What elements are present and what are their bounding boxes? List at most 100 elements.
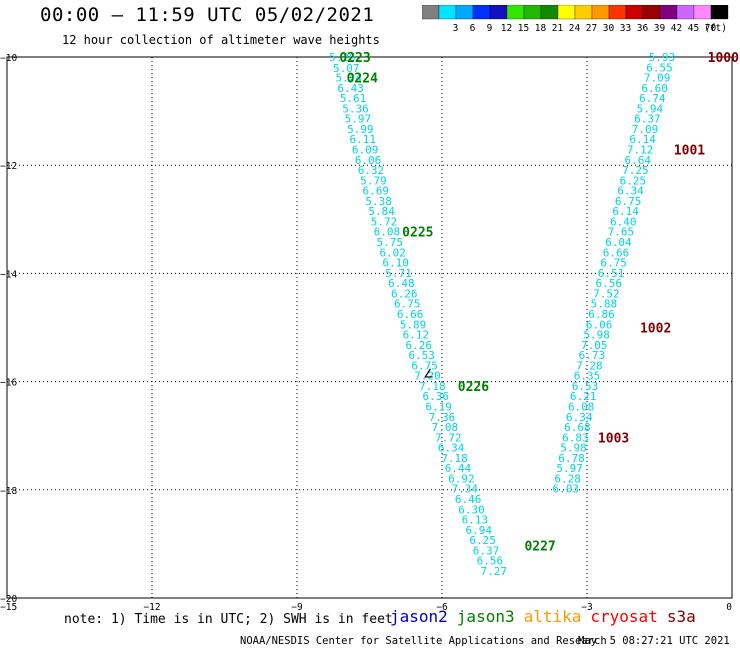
- wave-height-value: 5.61: [340, 92, 367, 105]
- pass-time-label: 0224: [347, 72, 378, 87]
- wave-height-value: 6.64: [625, 154, 652, 167]
- wave-height-value: 7.09: [644, 72, 671, 85]
- y-tick-label: −16: [0, 378, 17, 389]
- wave-height-value: 6.14: [612, 205, 639, 218]
- wave-height-value: 7.05: [581, 339, 608, 352]
- wave-height-value: 6.06: [586, 318, 613, 331]
- wave-height-value: 6.75: [615, 195, 642, 208]
- wave-height-value: 7.18: [441, 452, 468, 465]
- wave-height-value: 5.38: [365, 195, 392, 208]
- wave-height-value: 6.56: [477, 555, 504, 568]
- wave-height-value: 5.89: [400, 318, 427, 331]
- wave-height-value: 6.48: [388, 277, 415, 290]
- wave-height-value: 7.25: [622, 164, 649, 177]
- wave-height-value: 6.37: [634, 113, 661, 126]
- wave-height-value: 6.66: [603, 246, 630, 259]
- wave-height-value: 6.03: [552, 483, 579, 496]
- wave-height-value: 5.84: [368, 205, 395, 218]
- wave-height-value: 7.52: [593, 287, 620, 300]
- wave-height-value: 5.98: [560, 442, 587, 455]
- y-tick-label: −14: [0, 269, 17, 280]
- wave-height-value: 5.72: [371, 215, 398, 228]
- wave-height-value: 7.20: [414, 370, 441, 383]
- wave-height-value: 6.25: [620, 174, 647, 187]
- x-tick-label: −3: [581, 602, 592, 613]
- wave-height-value: 7.65: [608, 226, 635, 239]
- wave-height-value: 5.07: [333, 62, 360, 75]
- legend-cryosat: cryosat: [590, 607, 658, 626]
- wave-height-value: 6.35: [574, 370, 601, 383]
- wave-height-value: 6.73: [579, 349, 606, 362]
- wave-height-value: 6.26: [391, 287, 418, 300]
- colorbar-label: 6: [470, 23, 476, 34]
- wave-height-value: 6.78: [558, 452, 585, 465]
- plot-frame: [6, 56, 733, 599]
- wave-height-value: 6.92: [448, 472, 475, 485]
- pass-time-label: 1002: [640, 322, 671, 337]
- wave-height-value: 6.86: [588, 308, 615, 321]
- colorbar-label: 30: [603, 23, 615, 34]
- wave-height-value: 7.18: [419, 380, 446, 393]
- generation-timestamp: May 5 08:27:21 UTC 2021: [578, 635, 730, 647]
- wave-height-value: 6.32: [358, 164, 385, 177]
- track-start-marker: ∠: [423, 366, 434, 380]
- wave-height-value: 6.56: [596, 277, 623, 290]
- wave-height-value: 6.46: [455, 493, 482, 506]
- wave-height-value: 7.72: [435, 431, 462, 444]
- wave-height-value: 5.24: [335, 72, 362, 85]
- wave-height-value: 6.09: [352, 144, 379, 157]
- wave-height-value: 6.30: [458, 503, 485, 516]
- legend-altika: altika: [523, 607, 582, 626]
- wave-height-value: 6.14: [629, 133, 656, 146]
- x-tick-label: −12: [143, 602, 160, 613]
- footer-note: note: 1) Time is in UTC; 2) SWH is in fe…: [64, 612, 393, 627]
- wave-height-value: 7.36: [429, 411, 456, 424]
- wave-height-value: 6.21: [570, 390, 597, 403]
- colorbar-label: 39: [654, 23, 666, 34]
- wave-height-value: 6.34: [438, 442, 465, 455]
- wave-height-value: 5.36: [342, 102, 369, 115]
- wave-height-value: 6.34: [566, 411, 593, 424]
- y-tick-label: −10: [0, 53, 17, 64]
- wave-height-value: 6.02: [379, 246, 406, 259]
- x-tick-label: 0: [726, 602, 732, 613]
- pass-time-label: 1000: [708, 51, 739, 66]
- wave-height-value: 5.99: [347, 123, 374, 136]
- wave-height-value: 6.55: [646, 61, 673, 74]
- x-tick-label: −15: [0, 602, 17, 613]
- wave-height-value: 6.75: [411, 359, 438, 372]
- wave-height-value: 6.68: [564, 421, 591, 434]
- wave-height-value: 6.44: [445, 462, 472, 475]
- wave-height-value: 6.34: [617, 185, 644, 198]
- wave-height-value: 6.53: [408, 349, 435, 362]
- wave-height-value: 6.60: [641, 82, 668, 95]
- y-tick-label: −18: [0, 486, 17, 497]
- wave-height-value: 6.04: [605, 236, 632, 249]
- wave-height-value: 5.93: [649, 51, 676, 64]
- page-title: 00:00 – 11:59 UTC 05/02/2021: [40, 4, 375, 26]
- x-tick-label: −9: [291, 602, 303, 613]
- wave-height-value: 6.40: [610, 215, 637, 228]
- wave-height-value: 7.28: [576, 359, 603, 372]
- colorbar-label: 9: [487, 23, 493, 34]
- colorbar-label: 70: [705, 23, 717, 34]
- x-tick-label: −6: [436, 602, 448, 613]
- wave-height-value: 6.66: [397, 308, 424, 321]
- wave-height-value: 6.75: [394, 298, 421, 311]
- wave-height-value: 5.94: [637, 102, 664, 115]
- pass-time-label: 1001: [674, 144, 705, 159]
- wave-height-value: 6.08: [374, 226, 401, 239]
- y-tick-label: −12: [0, 161, 17, 172]
- wave-height-value: 5.79: [360, 174, 387, 187]
- wave-height-value: 6.10: [382, 257, 409, 270]
- wave-height-value: 6.75: [600, 257, 627, 270]
- colorbar-label: 18: [535, 23, 547, 34]
- page-subtitle: 12 hour collection of altimeter wave hei…: [62, 33, 380, 47]
- wave-height-value: 5.97: [556, 462, 583, 475]
- wave-height-value: 7.08: [432, 421, 459, 434]
- legend-jason2: jason2: [390, 607, 448, 626]
- legend-s3a: s3a: [666, 607, 696, 626]
- wave-height-value: 7.09: [632, 123, 659, 136]
- colorbar-swatch: [710, 5, 729, 20]
